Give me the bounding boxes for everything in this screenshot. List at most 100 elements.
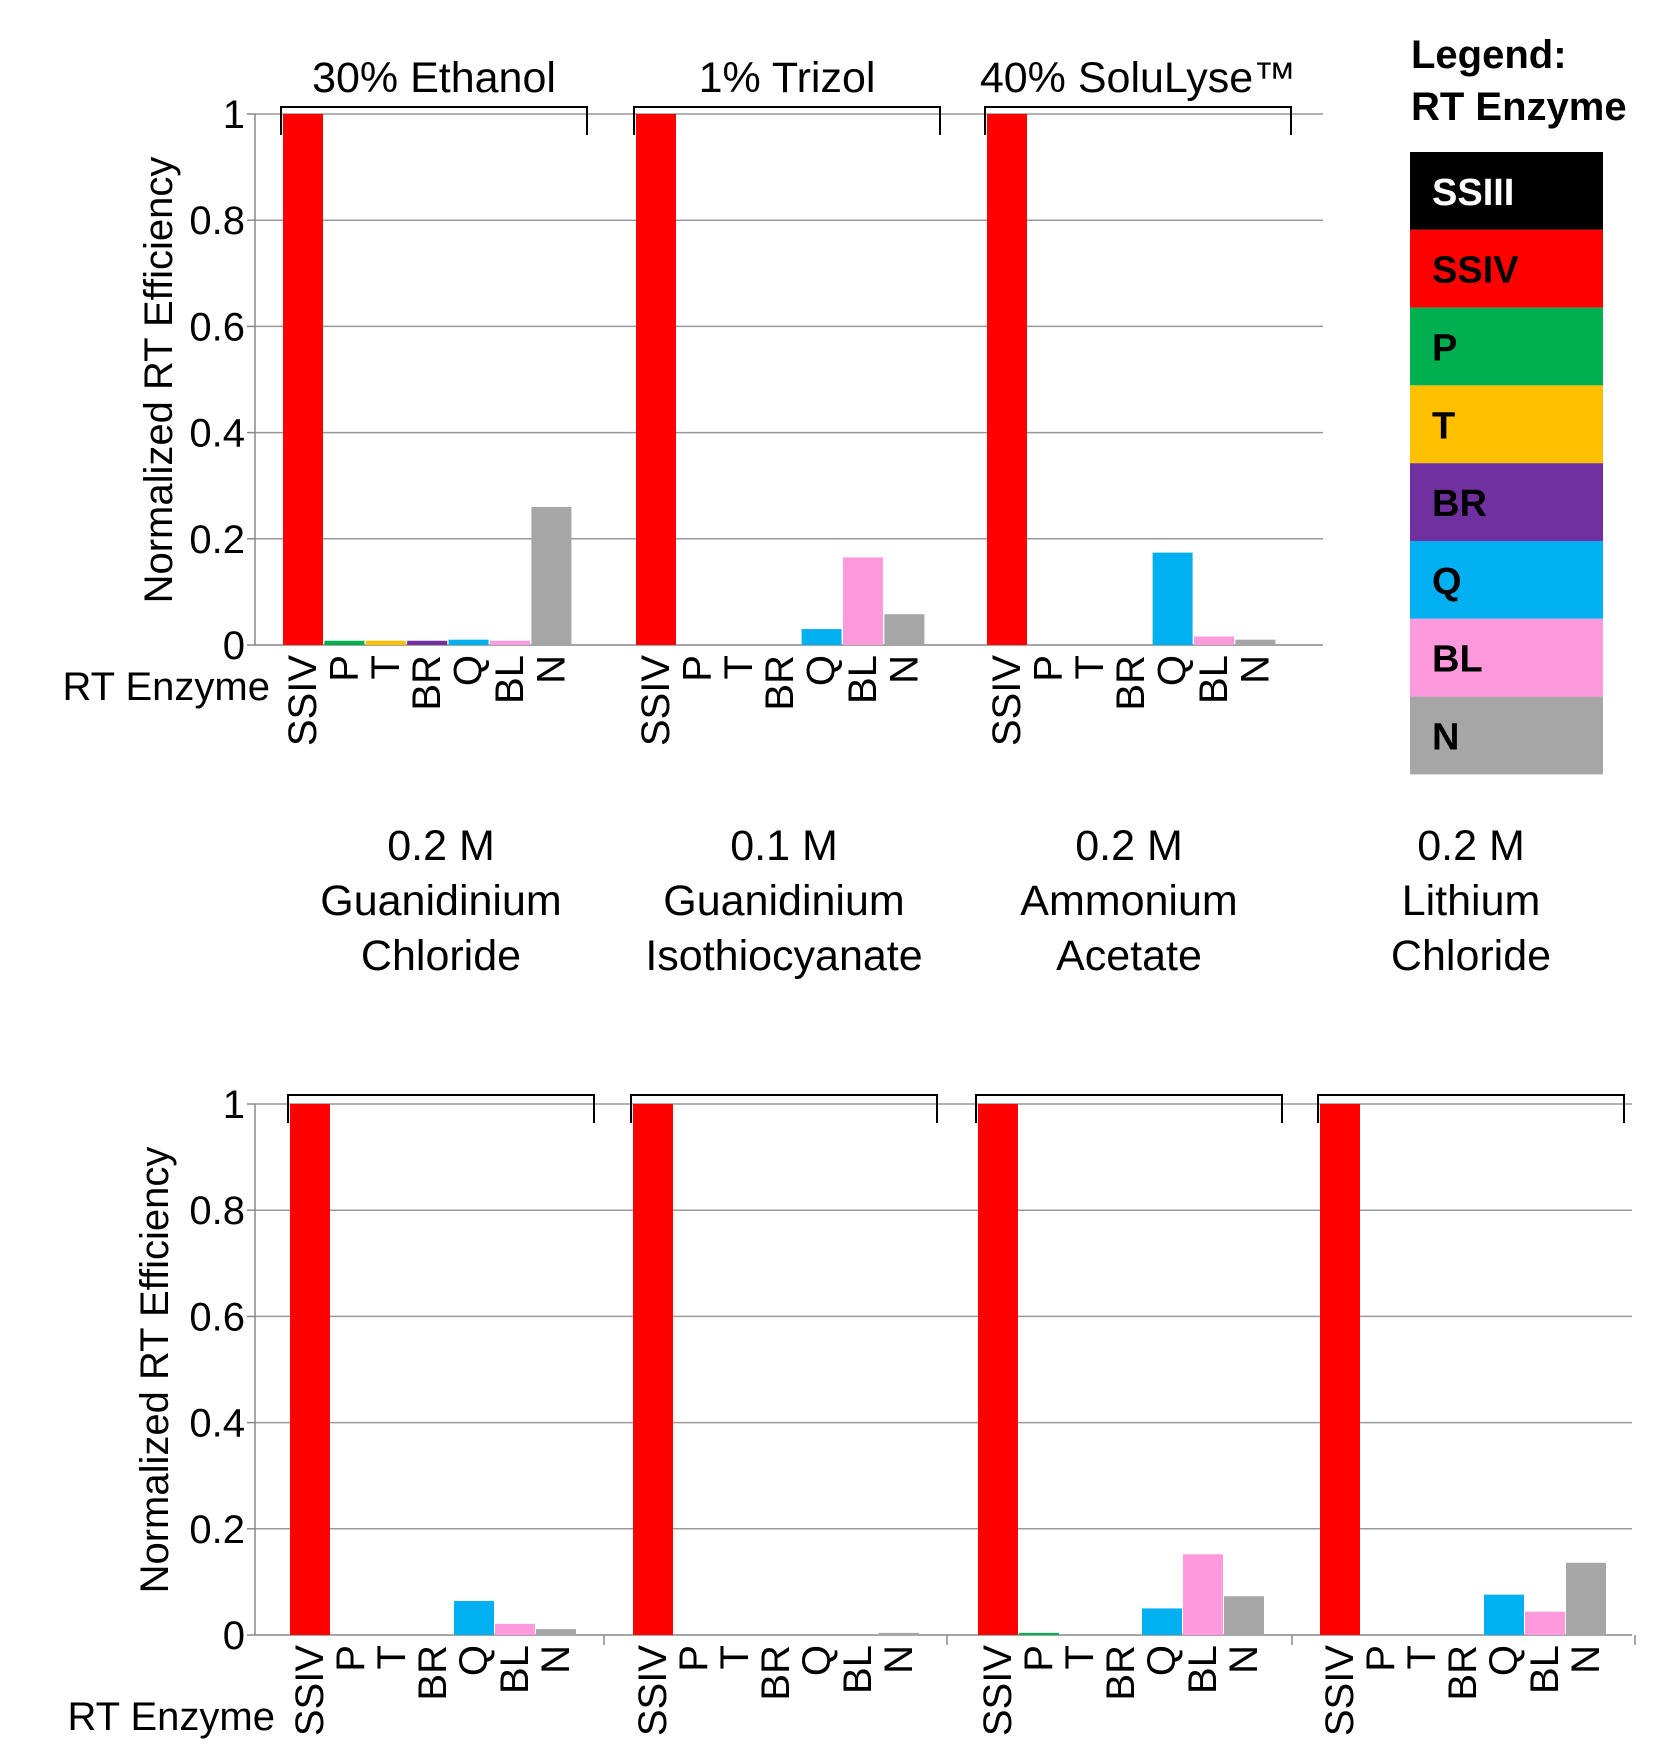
bar-ssiv: [633, 1104, 673, 1635]
group-label: Lithium: [1402, 877, 1541, 925]
legend-label-br: BR: [1432, 483, 1487, 525]
category-label-p: P: [1359, 1645, 1403, 1672]
category-label-ssiv: SSIV: [1318, 1645, 1362, 1736]
category-label-q: Q: [795, 1645, 839, 1676]
category-label-br: BR: [411, 1645, 455, 1701]
legend-title-line2: RT Enzyme: [1411, 85, 1627, 129]
y-tick-label: 0.6: [189, 1295, 245, 1339]
bar-q: [1142, 1608, 1182, 1635]
group-bracket: [975, 1094, 1283, 1123]
category-label-bl: BL: [836, 1645, 880, 1694]
legend-swatch-t: [1410, 385, 1603, 464]
legend-label-q: Q: [1432, 561, 1462, 603]
category-label-q: Q: [800, 655, 844, 686]
category-label-t: T: [1400, 1645, 1444, 1669]
y-tick-label: 0.2: [189, 518, 245, 562]
legend-label-ssiv: SSIV: [1432, 250, 1519, 292]
x-axis-label: RT Enzyme: [63, 665, 270, 709]
category-label-t: T: [713, 1645, 757, 1669]
category-label-br: BR: [758, 655, 802, 711]
category-label-ssiv: SSIV: [281, 655, 325, 746]
legend-swatch-ssiii: [1410, 152, 1603, 230]
y-tick-label: 1: [223, 93, 245, 137]
bar-p: [324, 640, 365, 645]
category-label-ssiv: SSIV: [985, 655, 1029, 746]
y-tick-label: 0.8: [189, 1189, 245, 1233]
category-label-br: BR: [1441, 1645, 1485, 1701]
y-tick-label: 1: [223, 1083, 245, 1127]
bar-ssiv: [636, 114, 676, 645]
category-label-bl: BL: [1523, 1645, 1567, 1694]
category-label-p: P: [1026, 655, 1070, 682]
group-label: 0.2 M: [1075, 822, 1183, 870]
bar-q: [1152, 552, 1193, 645]
legend-title-line1: Legend:: [1411, 33, 1567, 77]
category-label-n: N: [877, 1645, 921, 1674]
category-label-ssiv: SSIV: [634, 655, 678, 746]
group-label: Isothiocyanate: [645, 932, 922, 980]
bar-ssiv: [283, 114, 323, 645]
y-tick-label: 0.8: [189, 199, 245, 243]
bar-n: [531, 506, 572, 645]
legend-label-n: N: [1432, 717, 1459, 759]
category-label-q: Q: [447, 655, 491, 686]
category-label-t: T: [1058, 1645, 1102, 1669]
y-tick-label: 0.4: [189, 412, 245, 456]
category-label-ssiv: SSIV: [288, 1645, 332, 1736]
bar-q: [1484, 1594, 1524, 1635]
category-label-br: BR: [754, 1645, 798, 1701]
bar-t: [365, 640, 406, 645]
chart-bottom: 0 0.2 0.4 0.6 0.8 1 Normalized RT Efficiency RT…: [68, 822, 1636, 1739]
legend-label-bl: BL: [1432, 639, 1483, 681]
category-label-n: N: [529, 655, 573, 684]
bar-bl: [843, 557, 883, 645]
category-label-p: P: [322, 655, 366, 682]
category-label-ssiv: SSIV: [976, 1645, 1020, 1736]
category-label-n: N: [882, 655, 926, 684]
bar-br: [407, 640, 448, 645]
group-label: Guanidinium: [320, 877, 561, 925]
x-axis-label: RT Enzyme: [68, 1695, 275, 1739]
legend-label-ssiii: SSIII: [1432, 172, 1514, 214]
group-label: 0.2 M: [1417, 822, 1525, 870]
category-label-t: T: [717, 655, 761, 679]
category-label-p: P: [672, 1645, 716, 1672]
category-label-bl: BL: [1192, 655, 1236, 704]
bar-n: [879, 1632, 919, 1635]
y-tick-label: 0: [223, 624, 245, 668]
bar-n: [1566, 1562, 1606, 1635]
y-tick-label: 0.2: [189, 1508, 245, 1552]
group-label: Ammonium: [1020, 877, 1237, 925]
category-label-n: N: [1222, 1645, 1266, 1674]
legend-swatch-p: [1410, 307, 1603, 386]
legend-label-p: P: [1432, 328, 1457, 370]
category-label-p: P: [1017, 1645, 1061, 1672]
group-bracket: [984, 106, 1292, 135]
y-axis-label: Normalized RT Efficiency: [137, 157, 181, 604]
legend-swatch-bl: [1410, 618, 1603, 697]
bar-ssiv: [978, 1104, 1018, 1635]
category-label-q: Q: [1140, 1645, 1184, 1676]
legend-items: SSIII SSIV PT BR Q BL N: [1410, 152, 1603, 775]
category-label-q: Q: [452, 1645, 496, 1676]
bar-q: [454, 1601, 494, 1635]
bar-bl: [1183, 1554, 1223, 1635]
bar-bl: [495, 1623, 535, 1635]
bar-bl: [490, 640, 530, 645]
chart-top: 0 0.2 0.4 0.6 0.8 1 Normalized RT Efficiency RT…: [63, 54, 1323, 746]
group-label: 1% Trizol: [699, 54, 876, 102]
group-label: 40% SoluLyse™: [980, 54, 1296, 102]
group-label: 0.1 M: [730, 822, 838, 870]
bar-n: [536, 1629, 576, 1635]
bar-ssiv: [987, 114, 1027, 645]
legend: Legend: RT Enzyme SSIII SSIV PT BR Q BL N: [1410, 33, 1627, 775]
bar-n: [1235, 639, 1276, 645]
category-label-ssiv: SSIV: [631, 1645, 675, 1736]
category-label-bl: BL: [841, 655, 885, 704]
category-label-bl: BL: [1181, 1645, 1225, 1694]
